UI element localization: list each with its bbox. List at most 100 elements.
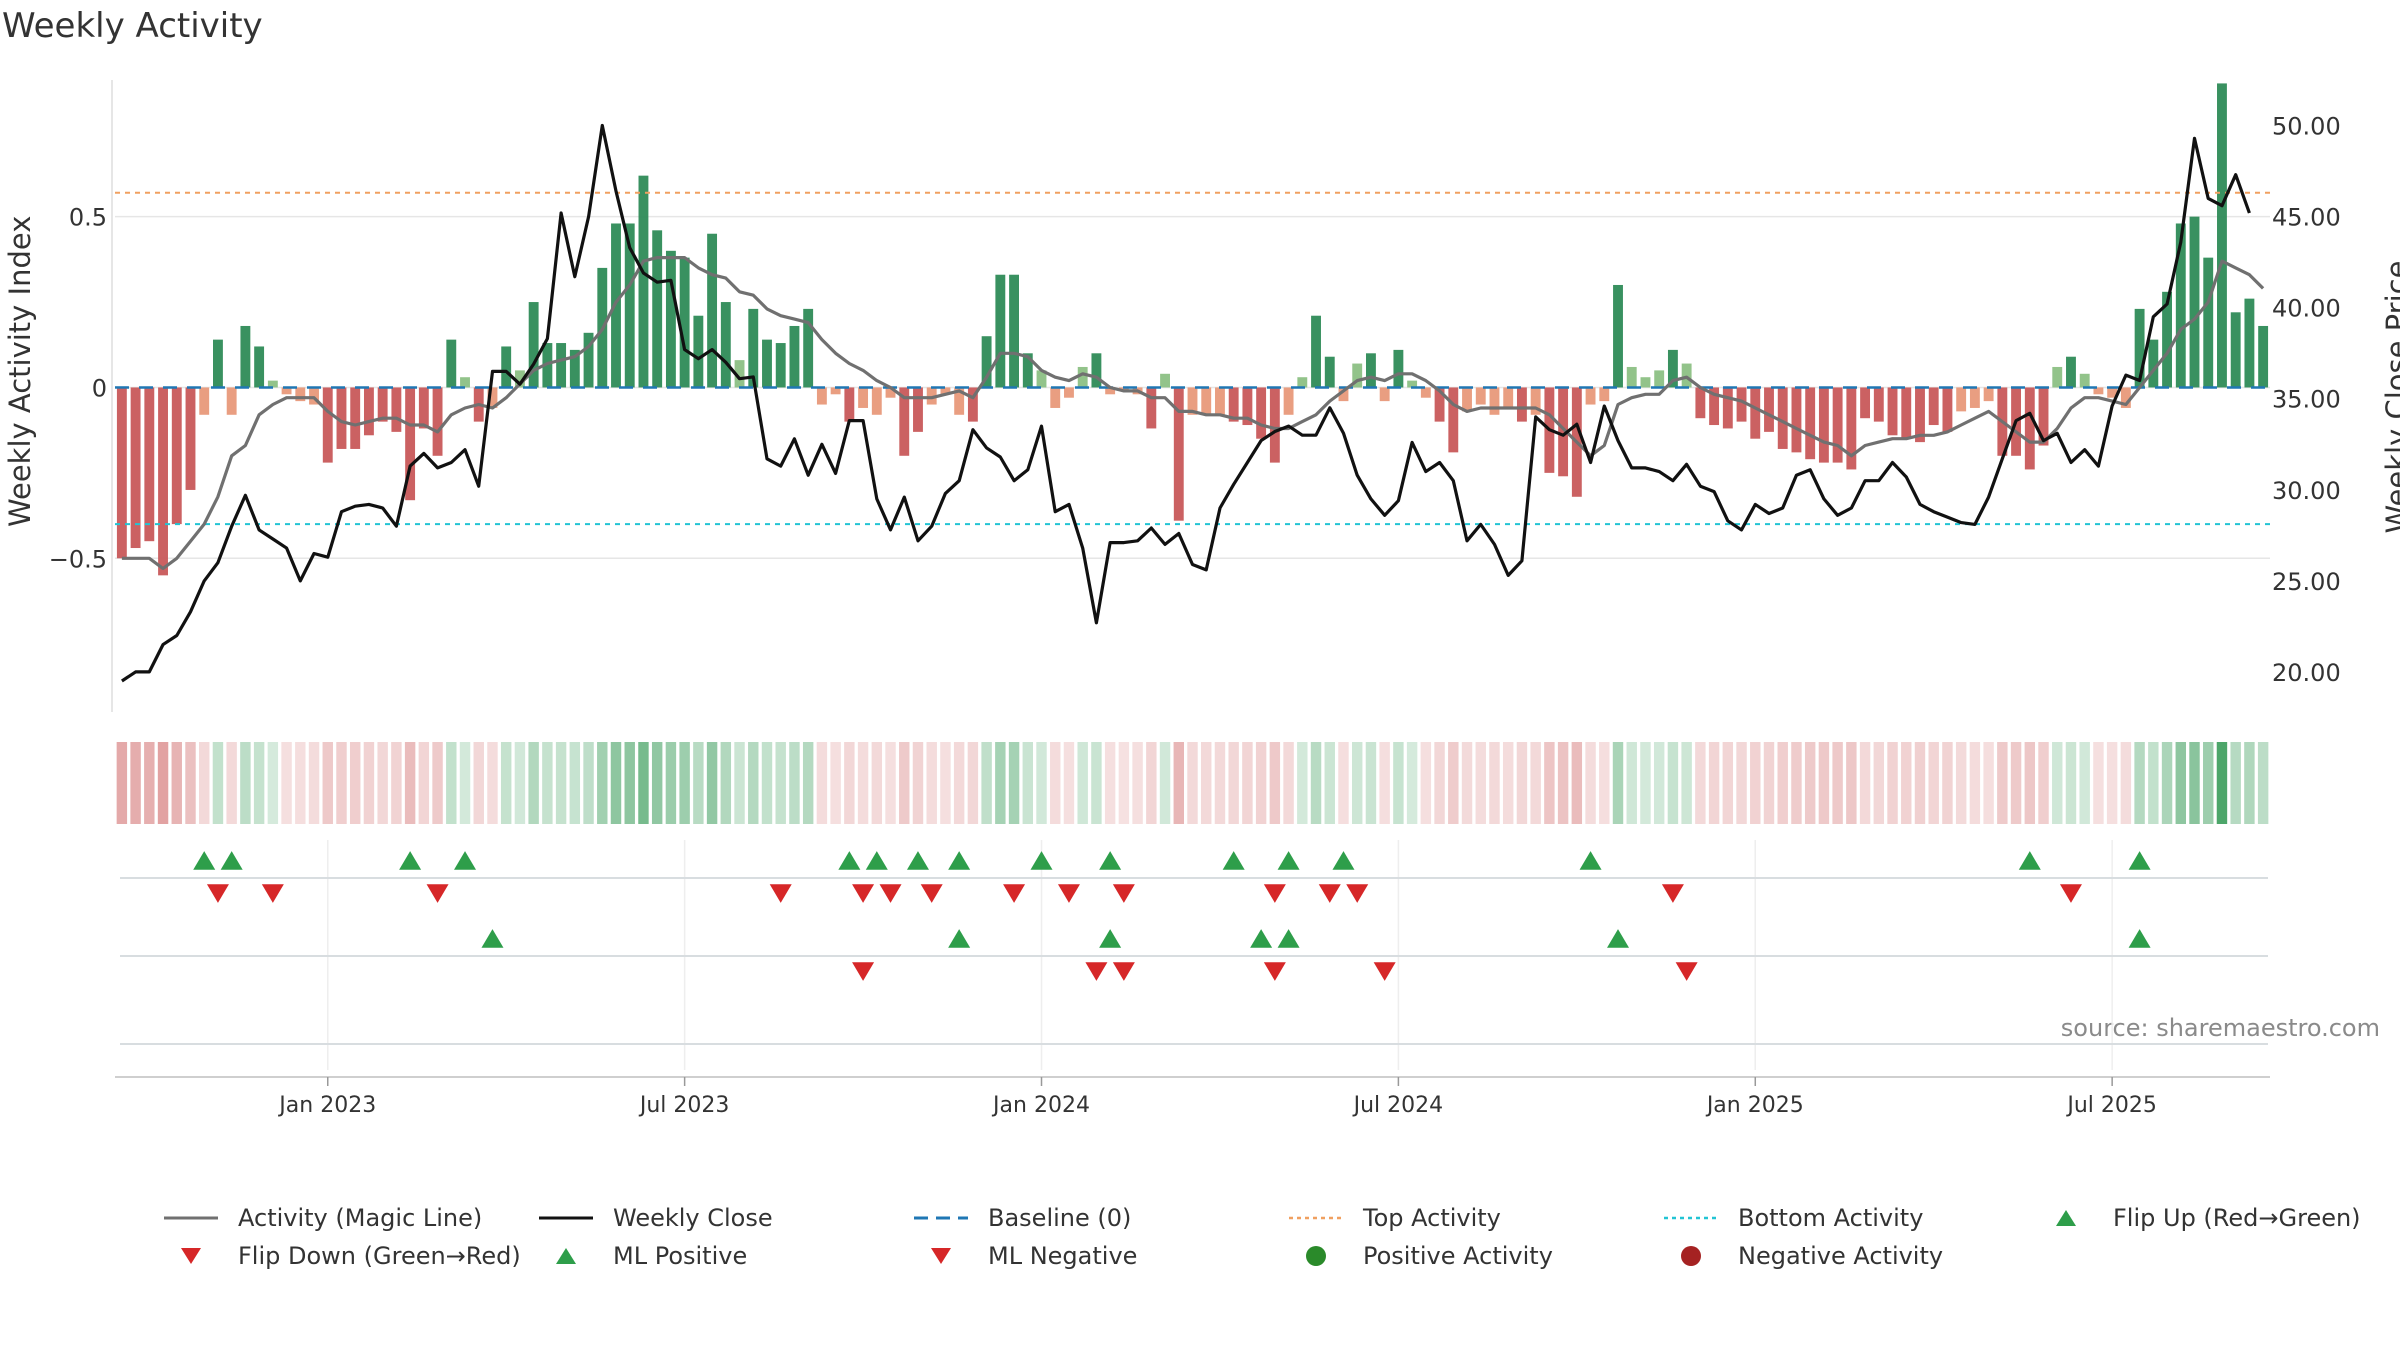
ml-negative-marker (1112, 962, 1135, 981)
activity-bar (487, 387, 498, 408)
heat-cell (185, 742, 196, 824)
activity-bar (1873, 387, 1884, 422)
heat-cell (1434, 742, 1445, 824)
heat-cell (1599, 742, 1610, 824)
heat-cell (514, 742, 526, 824)
flip-down-marker (1318, 884, 1341, 903)
activity-bar (940, 387, 951, 395)
activity-bar (2203, 257, 2214, 388)
y-tick-label: 0 (92, 374, 107, 402)
activity-bar (762, 339, 772, 388)
flip-down-marker (261, 884, 284, 903)
heat-cell (2189, 742, 2200, 824)
heat-cell (2106, 742, 2118, 824)
legend-label: Flip Down (Green→Red) (238, 1242, 521, 1270)
heat-cell (487, 742, 498, 824)
heat-cell (597, 742, 608, 824)
heat-cell (624, 742, 635, 824)
activity-bar (871, 387, 882, 415)
heat-cell (130, 742, 141, 824)
activity-bar (1146, 387, 1157, 429)
activity-bar (1640, 377, 1651, 388)
heat-cell (1791, 742, 1802, 824)
ml-positive-marker (1250, 929, 1273, 948)
activity-bar (2038, 387, 2049, 446)
heat-cell (281, 742, 292, 824)
heat-cell (693, 742, 704, 824)
heat-cell (610, 742, 622, 824)
legend-item: ML Positive (535, 1242, 747, 1270)
activity-bar (2189, 216, 2200, 388)
activity-bar (1860, 387, 1871, 419)
legend: Activity (Magic Line) Weekly Close Baselin… (160, 1204, 2400, 1294)
activity-bar (1475, 387, 1486, 405)
heat-cell (679, 742, 690, 824)
legend-label: Activity (Magic Line) (238, 1204, 483, 1232)
activity-bar (158, 387, 168, 576)
heat-cell (1324, 742, 1335, 824)
flip-up-marker (1277, 851, 1300, 870)
ml-positive-marker (948, 929, 971, 948)
activity-bar (1283, 387, 1294, 415)
activity-bar (2244, 298, 2255, 388)
heat-cell (1077, 742, 1088, 824)
activity-bar (1558, 387, 1569, 477)
activity-bar (1077, 366, 1088, 388)
activity-bar (1338, 387, 1349, 402)
x-tick-label: Jul 2023 (638, 1093, 730, 1118)
activity-bar (460, 377, 470, 388)
heat-cell (1544, 742, 1555, 824)
activity-bar (1064, 387, 1074, 398)
activity-bar (1269, 387, 1280, 463)
activity-bar (1201, 387, 1212, 415)
heat-cell (459, 742, 471, 824)
y2-tick-label: 30.00 (2272, 477, 2341, 505)
heat-cell (377, 742, 388, 824)
heat-cell (1475, 742, 1486, 824)
heat-cell (1846, 742, 1857, 824)
legend-label: Positive Activity (1363, 1242, 1553, 1270)
activity-bar (2120, 387, 2131, 408)
heat-cell (404, 742, 416, 824)
activity-bar (2024, 387, 2035, 470)
activity-bar (679, 257, 690, 388)
activity-bar (1791, 387, 1802, 453)
activity-bar (1585, 387, 1596, 405)
legend-item: Activity (Magic Line) (160, 1204, 482, 1232)
heat-cell (1914, 742, 1926, 824)
flip-up-marker (1579, 851, 1602, 870)
activity-bar (707, 233, 718, 388)
heat-cell (1557, 742, 1569, 824)
flip-down-marker (879, 884, 902, 903)
activity-bar (1709, 387, 1720, 426)
activity-bar (336, 387, 347, 449)
activity-bar (995, 274, 1006, 388)
flip-up-marker (2018, 851, 2041, 870)
legend-label: ML Positive (613, 1242, 748, 1270)
activity-bar (144, 387, 155, 542)
legend-label: ML Negative (988, 1242, 1138, 1270)
x-tick-label: Jan 2024 (991, 1093, 1090, 1118)
heat-cell (2244, 742, 2255, 824)
activity-bar (954, 387, 965, 415)
activity-bar (2230, 312, 2241, 388)
activity-bar (295, 387, 306, 402)
activity-bar (1915, 387, 1925, 443)
heat-cell (2230, 742, 2241, 824)
heat-cell (349, 742, 361, 824)
heat-cell (926, 742, 937, 824)
legend-label: Baseline (0) (988, 1204, 1132, 1232)
activity-bar (213, 339, 223, 388)
activity-bar (1022, 353, 1033, 388)
heat-cell (857, 742, 869, 824)
heat-cell (1036, 742, 1047, 824)
heat-cell (1695, 742, 1706, 824)
flip-up-marker (193, 851, 216, 870)
heat-cell (665, 742, 677, 824)
heat-cell (871, 742, 883, 824)
x-tick-label: Jul 2024 (1352, 1093, 1444, 1118)
activity-bar (1764, 387, 1774, 432)
flip-up-marker (838, 851, 861, 870)
heat-cell (1297, 742, 1308, 824)
